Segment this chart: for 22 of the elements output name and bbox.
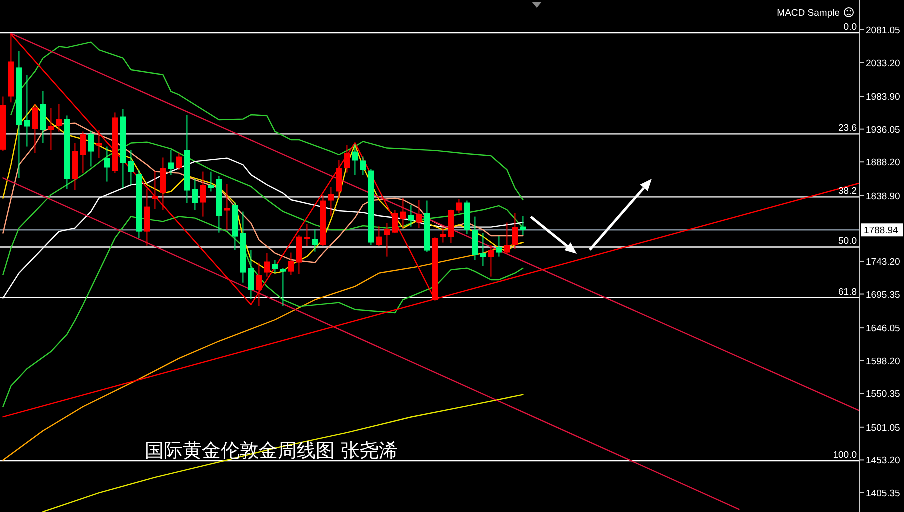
ref-line-label: 1788.94	[864, 226, 898, 237]
y-tick-label: 1453.20	[866, 456, 900, 467]
y-tick-label: 2033.20	[866, 58, 900, 70]
annotation: 50.0	[838, 236, 857, 248]
annotation: 23.6	[838, 123, 857, 134]
annotation: 61.8	[838, 286, 857, 298]
annotation: 38.2	[838, 186, 857, 198]
y-tick-label: 1743.20	[866, 256, 900, 268]
annotation: 100.0	[833, 450, 857, 462]
y-tick-label: 1501.05	[866, 422, 900, 434]
y-tick-label: 1550.35	[866, 389, 900, 400]
y-tick-label: 1838.90	[866, 191, 900, 202]
annotation: 0.0	[844, 22, 857, 34]
y-tick-label: 1888.20	[866, 158, 900, 169]
annotation: MACD Sample	[777, 8, 840, 19]
y-tick-label: 1936.05	[866, 124, 900, 136]
y-tick-label: 1405.35	[866, 488, 900, 500]
y-tick-label: 1646.05	[866, 324, 900, 335]
y-tick-label: 1983.90	[866, 92, 900, 104]
y-tick-label: 1598.20	[866, 356, 900, 368]
y-tick-label: 2081.05	[866, 25, 900, 36]
y-tick-label: 1695.35	[866, 290, 900, 301]
